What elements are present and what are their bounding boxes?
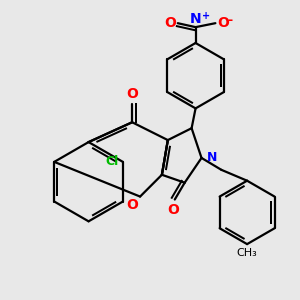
Text: O: O xyxy=(167,202,179,217)
Text: O: O xyxy=(164,16,176,30)
Text: Cl: Cl xyxy=(106,155,119,168)
Text: O: O xyxy=(126,88,138,101)
Text: O: O xyxy=(126,198,138,212)
Text: +: + xyxy=(202,11,210,21)
Text: N: N xyxy=(206,152,217,164)
Text: CH₃: CH₃ xyxy=(237,248,257,258)
Text: O: O xyxy=(218,16,229,30)
Text: N: N xyxy=(190,12,201,26)
Text: -: - xyxy=(227,14,232,27)
